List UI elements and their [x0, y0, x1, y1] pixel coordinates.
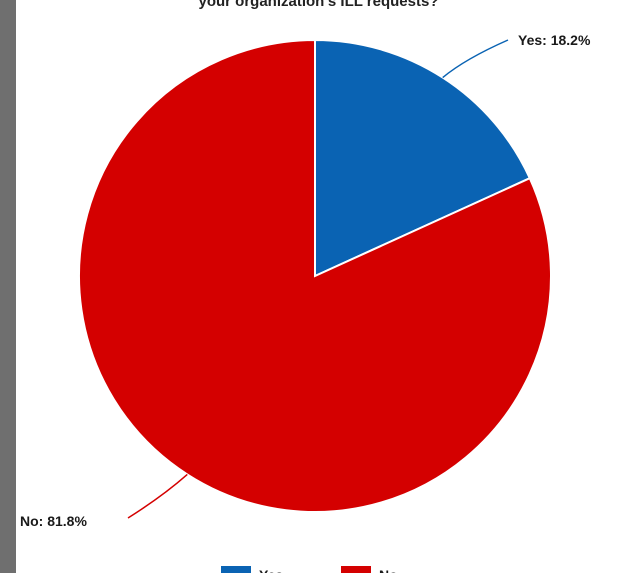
legend-label-yes: Yes	[259, 567, 283, 573]
chart-panel: your organization's ILL requests? Yes: 1…	[16, 0, 621, 573]
legend-label-no: No	[379, 567, 398, 573]
data-label-yes: Yes: 18.2%	[518, 32, 591, 48]
legend-swatch-yes	[221, 566, 251, 573]
data-label-no: No: 81.8%	[20, 513, 87, 529]
legend-swatch-no	[341, 566, 371, 573]
pie-slice-no	[78, 38, 552, 513]
leader-line-no	[127, 473, 188, 519]
legend: Yes No	[221, 566, 398, 573]
leader-line-yes	[442, 39, 509, 79]
pie-chart: Yes: 18.2% No: 81.8% Yes No	[20, 32, 591, 573]
leader-lines	[127, 39, 509, 519]
chart-title: your organization's ILL requests?	[198, 0, 439, 10]
pie-slices	[78, 38, 552, 513]
